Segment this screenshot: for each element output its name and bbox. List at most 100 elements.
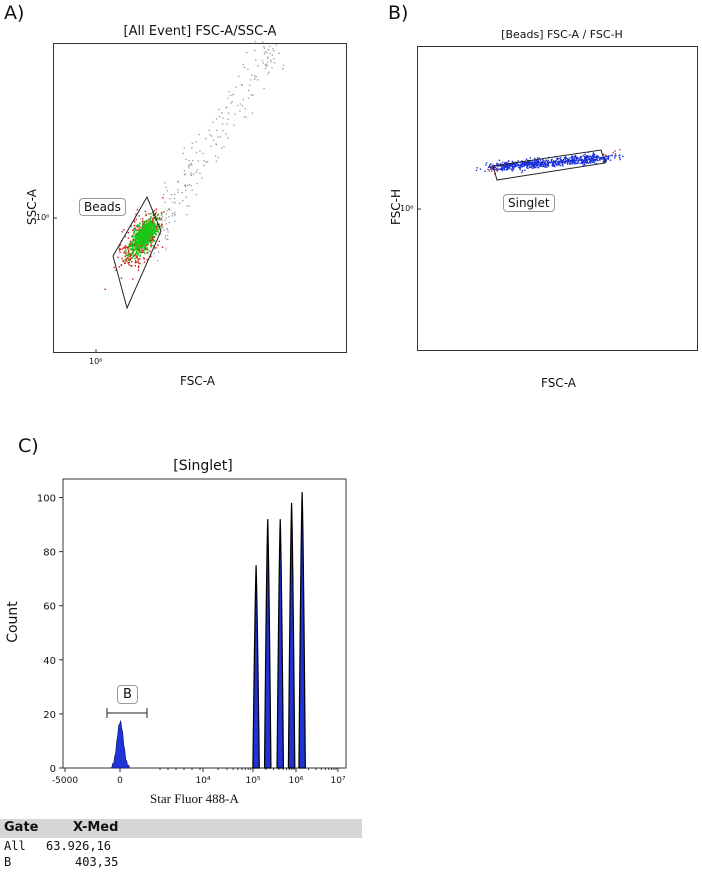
ungated-event-dot — [163, 193, 165, 196]
gated-event-dot — [155, 233, 158, 235]
singlet-event-dot — [538, 161, 540, 163]
edge-event-dot — [123, 229, 125, 231]
gated-event-dot — [145, 223, 148, 226]
gated-event-dot — [153, 235, 155, 238]
gated-event-dot — [141, 239, 143, 241]
gated-event-dot — [156, 230, 158, 232]
singlet-event-dot — [525, 164, 527, 166]
singlet-event-dot — [619, 158, 621, 161]
gated-event-dot — [130, 253, 133, 255]
singlet-event-dot — [512, 168, 515, 171]
gated-event-dot — [147, 220, 149, 223]
gated-event-dot — [153, 222, 155, 224]
edge-event-dot — [128, 264, 130, 266]
gated-event-dot — [136, 238, 138, 240]
edge-event-dot — [137, 249, 139, 251]
histogram-peak — [276, 519, 285, 769]
singlet-gate-label[interactable]: Singlet — [503, 194, 555, 212]
ungated-event-dot — [270, 60, 272, 63]
gated-event-dot — [152, 216, 155, 219]
stats-row-gate: B — [4, 855, 12, 869]
singlet-event-dot — [531, 162, 534, 164]
gated-event-dot — [146, 238, 148, 240]
ungated-event-dot — [236, 104, 239, 107]
singlet-event-dot — [579, 156, 582, 158]
gated-event-dot — [131, 236, 134, 238]
singlet-event-dot — [487, 166, 490, 168]
singlet-event-dot — [559, 157, 562, 159]
gated-event-dot — [135, 237, 137, 239]
ungated-event-dot — [165, 213, 167, 215]
gated-event-dot — [130, 242, 133, 244]
singlet-event-dot — [601, 157, 603, 159]
ungated-event-dot — [264, 67, 267, 70]
ungated-event-dot — [164, 235, 167, 237]
singlet-event-dot — [510, 168, 512, 171]
singlet-event-dot — [553, 160, 555, 162]
singlet-event-dot — [506, 167, 508, 169]
gated-event-dot — [150, 228, 153, 231]
ungated-event-dot — [146, 220, 148, 222]
edge-event-dot — [158, 240, 161, 243]
singlet-event-dot — [501, 165, 504, 167]
singlet-event-dot — [547, 159, 549, 161]
edge-event-dot — [128, 253, 130, 255]
edge-event-dot — [127, 237, 130, 239]
edge-event-dot — [142, 249, 144, 252]
edge-event-dot — [160, 211, 163, 214]
ungated-event-dot — [167, 234, 169, 237]
singlet-event-dot — [606, 157, 608, 160]
singlet-event-dot — [498, 168, 500, 171]
singlet-event-dot — [491, 168, 493, 170]
gated-event-dot — [146, 228, 149, 231]
edge-event-dot — [104, 288, 106, 290]
gated-event-dot — [127, 252, 130, 255]
singlet-event-dot — [593, 162, 596, 164]
edge-event-dot — [118, 249, 121, 251]
singlet-event-dot — [514, 166, 516, 168]
singlet-event-dot — [599, 159, 601, 161]
ungated-event-dot — [152, 213, 155, 215]
singlet-event-dot — [519, 166, 521, 168]
edge-event-dot — [143, 257, 145, 259]
ungated-event-dot — [168, 221, 170, 224]
ungated-event-dot — [157, 251, 160, 253]
edge-event-dot — [146, 249, 149, 251]
ungated-event-dot — [168, 207, 170, 210]
singlet-event-dot — [594, 153, 596, 155]
panel-b-plot-frame — [417, 46, 698, 351]
edge-event-dot — [152, 236, 154, 238]
gated-event-dot — [153, 227, 156, 229]
b-gate-label[interactable]: B — [117, 685, 138, 704]
beads-gate-label[interactable]: Beads — [79, 198, 126, 216]
ungated-event-dot — [264, 51, 266, 53]
edge-event-dot — [137, 229, 139, 231]
gated-event-dot — [132, 247, 134, 249]
singlet-event-dot — [584, 161, 586, 164]
gated-event-dot — [154, 226, 156, 228]
ungated-event-dot — [227, 137, 229, 139]
ungated-event-dot — [249, 84, 251, 86]
ungated-event-dot — [239, 110, 241, 112]
gated-event-dot — [136, 241, 138, 243]
singlet-event-dot — [583, 162, 585, 164]
singlet-event-dot — [524, 161, 526, 163]
edge-event-dot — [129, 244, 132, 246]
gated-event-dot — [136, 246, 139, 248]
gated-event-dot — [139, 222, 141, 225]
gated-event-dot — [147, 251, 149, 253]
singlet-event-dot — [608, 157, 610, 159]
singlet-event-dot — [603, 157, 606, 159]
singlet-event-dot — [557, 164, 559, 166]
gated-event-dot — [149, 222, 151, 224]
gated-event-dot — [153, 230, 155, 233]
gated-event-dot — [150, 227, 152, 230]
singlet-event-dot — [521, 166, 524, 168]
ungated-event-dot — [188, 160, 190, 162]
edge-event-dot — [138, 265, 140, 267]
singlet-event-dot — [597, 159, 599, 162]
singlet-event-dot — [568, 160, 570, 162]
singlet-event-dot — [490, 163, 492, 165]
panel-c-x-tick-label: 10⁵ — [245, 776, 260, 786]
ungated-event-dot — [202, 152, 204, 155]
